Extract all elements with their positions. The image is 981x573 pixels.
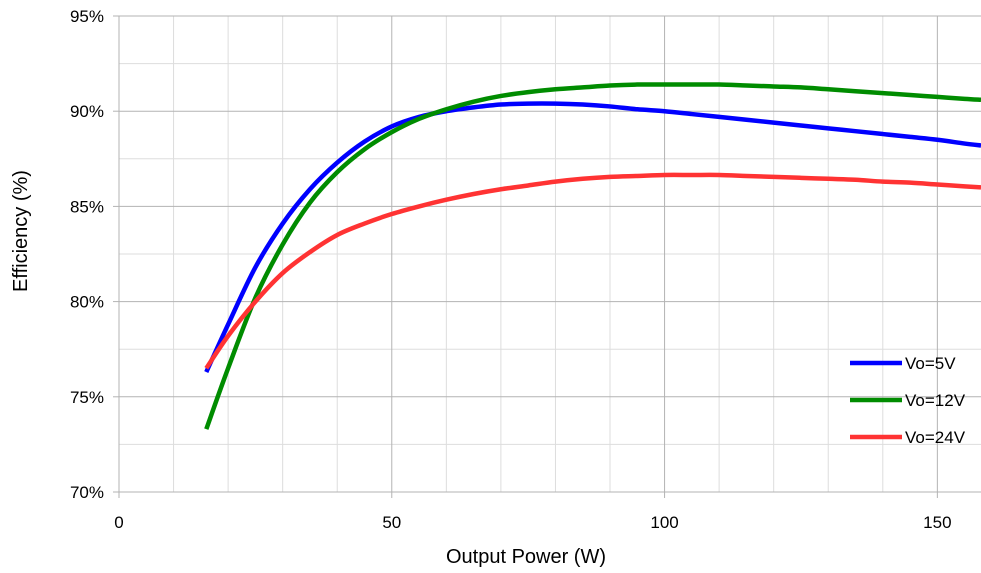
x-axis-title: Output Power (W) xyxy=(446,546,606,568)
y-tick-label: 75% xyxy=(70,388,104,407)
y-axis-title: Efficiency (%) xyxy=(10,170,32,292)
series-line-vo-24v xyxy=(204,172,981,370)
y-tick-label: 70% xyxy=(70,483,104,502)
series-line-vo-5v xyxy=(204,101,981,373)
legend: Vo=5V Vo=12V Vo=24V xyxy=(850,354,966,447)
series-lines xyxy=(204,82,981,430)
legend-label-vo-24v: Vo=24V xyxy=(905,428,966,447)
axes xyxy=(113,15,981,498)
x-tick-labels: 0 50 100 150 xyxy=(114,513,951,532)
x-tick-label: 0 xyxy=(114,513,123,532)
x-tick-label: 150 xyxy=(923,513,951,532)
legend-label-vo-5v: Vo=5V xyxy=(905,354,956,373)
y-tick-label: 90% xyxy=(70,102,104,121)
x-tick-label: 50 xyxy=(382,513,401,532)
y-tick-label: 80% xyxy=(70,293,104,312)
x-tick-label: 100 xyxy=(650,513,678,532)
series-line-vo-12v xyxy=(204,82,981,430)
y-tick-labels: 70% 75% 80% 85% 90% 95% xyxy=(70,7,104,502)
y-tick-label: 85% xyxy=(70,197,104,216)
legend-label-vo-12v: Vo=12V xyxy=(905,391,966,410)
y-tick-label: 95% xyxy=(70,7,104,26)
